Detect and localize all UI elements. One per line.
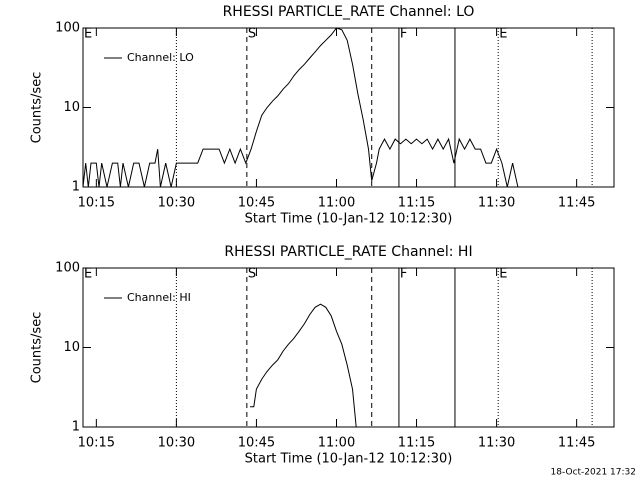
y-tick-label: 10 xyxy=(63,100,80,115)
x-axis-label: Start Time (10-Jan-12 10:12:30) xyxy=(245,452,453,467)
x-tick-label: 11:45 xyxy=(558,196,595,211)
x-tick-label: 10:15 xyxy=(78,196,115,211)
data-line xyxy=(250,303,357,428)
y-tick-label: 1 xyxy=(72,420,80,435)
x-axis-label: Start Time (10-Jan-12 10:12:30) xyxy=(245,212,453,227)
data-line xyxy=(82,27,521,188)
legend-label: Channel: HI xyxy=(127,291,191,304)
x-tick-label: 11:15 xyxy=(398,436,435,451)
x-tick-label: 10:30 xyxy=(158,436,195,451)
y-tick-label: 100 xyxy=(55,261,80,276)
event-label: S xyxy=(248,267,256,282)
x-tick-label: 10:30 xyxy=(158,196,195,211)
y-tick-label: 1 xyxy=(72,180,80,195)
x-tick-label: 10:15 xyxy=(78,436,115,451)
y-tick-label: 10 xyxy=(63,340,80,355)
event-label: E xyxy=(84,267,92,282)
x-tick-label: 11:15 xyxy=(398,196,435,211)
x-tick-label: 11:00 xyxy=(318,196,355,211)
chart-title: RHESSI PARTICLE_RATE Channel: LO xyxy=(223,4,475,20)
event-label: F xyxy=(400,267,407,282)
y-axis-label: Counts/sec xyxy=(30,72,45,144)
y-axis-label: Counts/sec xyxy=(30,312,45,384)
event-label: E xyxy=(84,27,92,42)
timestamp: 18-Oct-2021 17:32 xyxy=(551,468,636,478)
x-tick-label: 10:45 xyxy=(238,196,275,211)
chart-title: RHESSI PARTICLE_RATE Channel: HI xyxy=(224,244,472,260)
x-tick-label: 11:30 xyxy=(478,436,515,451)
legend-label: Channel: LO xyxy=(127,51,194,64)
x-tick-label: 11:00 xyxy=(318,436,355,451)
y-tick-label: 100 xyxy=(55,21,80,36)
event-label: F xyxy=(400,27,407,42)
x-tick-label: 11:45 xyxy=(558,436,595,451)
event-label: E xyxy=(499,267,507,282)
event-label: E xyxy=(499,27,507,42)
x-tick-label: 10:45 xyxy=(238,436,275,451)
event-label: S xyxy=(248,27,256,42)
x-tick-label: 11:30 xyxy=(478,196,515,211)
